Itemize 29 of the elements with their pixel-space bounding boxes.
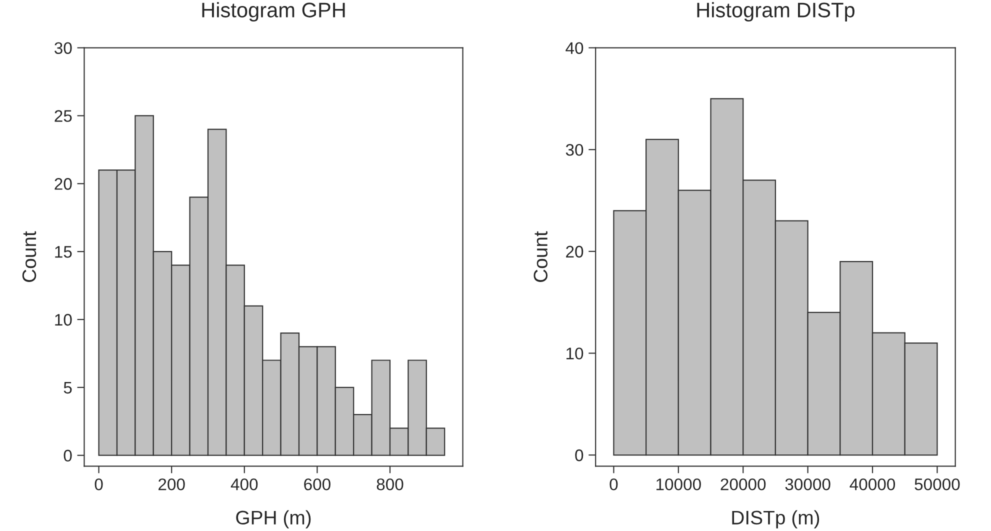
y-axis-title: Count — [22, 231, 36, 282]
x-tick-label: 0 — [610, 478, 618, 490]
y-axis-title: Count — [534, 231, 548, 282]
y-tick-label: 0 — [575, 449, 584, 462]
x-axis-title: DISTp (m) — [732, 510, 820, 528]
chart-title: Histogram DISTp — [697, 2, 854, 22]
x-tick-label: 0 — [94, 478, 103, 490]
x-axis-title: GPH (m) — [236, 510, 311, 528]
x-tick-label: 40000 — [850, 478, 896, 490]
x-tick-label: 30000 — [785, 478, 830, 490]
x-tick-label: 600 — [304, 478, 330, 490]
y-tick-label: 20 — [54, 178, 72, 190]
y-tick-label: 10 — [566, 348, 584, 360]
x-tick-label: 400 — [230, 478, 258, 490]
y-tick-label: 0 — [64, 450, 72, 462]
x-tick-label: 20000 — [720, 478, 766, 490]
y-tick-label: 20 — [566, 246, 584, 258]
y-tick-label: 10 — [55, 314, 72, 326]
x-tick-label: 200 — [158, 478, 185, 490]
y-tick-label: 25 — [54, 110, 72, 122]
chart-title: Histogram GPH — [202, 2, 345, 22]
y-tick-label: 40 — [566, 42, 584, 54]
y-tick-label: 15 — [55, 246, 72, 258]
x-tick-label: 800 — [376, 478, 404, 490]
x-tick-label: 50000 — [914, 478, 960, 490]
y-tick-label: 30 — [566, 144, 584, 156]
y-tick-label: 5 — [64, 382, 72, 394]
x-tick-label: 10000 — [656, 478, 701, 490]
y-tick-label: 30 — [54, 42, 72, 54]
